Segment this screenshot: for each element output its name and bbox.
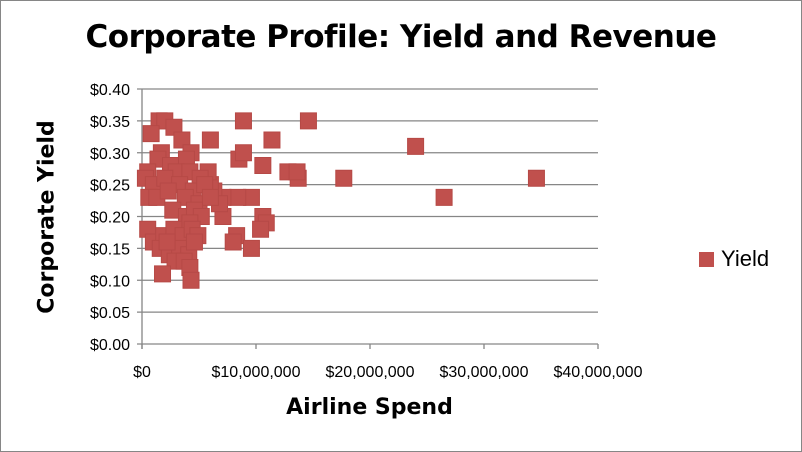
data-point [263,131,281,149]
data-point [242,239,260,257]
x-tick-label: $10,000,000 [212,364,301,381]
y-tick-label: $0.10 [90,273,130,290]
x-axis-label: Airline Spend [286,395,453,420]
data-point [299,112,317,130]
x-tick-label: $40,000,000 [554,364,643,381]
y-tick-label: $0.00 [90,337,130,354]
data-point [159,182,177,200]
y-tick-label: $0.15 [90,241,130,258]
data-point [142,125,160,143]
data-point [252,220,270,238]
y-tick-label: $0.05 [90,305,130,322]
data-point [185,233,203,251]
data-point [234,144,252,162]
data-point [173,131,191,149]
data-point [288,163,306,181]
y-tick-label: $0.40 [90,82,130,99]
data-point [407,137,425,155]
y-tick-label: $0.20 [90,210,130,227]
data-point [335,169,353,187]
data-point [234,112,252,130]
y-tick-label: $0.35 [90,114,130,131]
y-tick-label: $0.30 [90,146,130,163]
data-point [158,233,176,251]
data-point [154,265,172,283]
legend: Yield [699,246,769,272]
y-tick-label: $0.25 [90,178,130,195]
x-tick-label: $0 [133,364,151,381]
x-tick-label: $30,000,000 [440,364,529,381]
data-point [527,169,545,187]
legend-label: Yield [721,246,770,271]
legend-marker-icon [699,251,714,267]
data-point [254,157,272,174]
x-tick-label: $20,000,000 [326,364,415,381]
data-point [435,188,453,206]
chart-title: Corporate Profile: Yield and Revenue [85,19,717,55]
y-axis-label: Corporate Yield [34,120,60,314]
data-point [201,188,219,206]
data-point [229,188,247,206]
data-point [182,271,200,289]
data-point [224,233,242,251]
data-point [201,131,219,149]
